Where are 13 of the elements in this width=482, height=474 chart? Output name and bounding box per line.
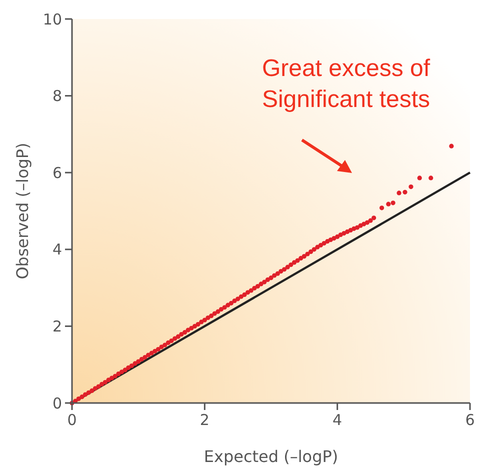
y-axis-title: Observed (–logP)	[13, 142, 32, 280]
y-tick-label: 10	[42, 10, 62, 28]
y-tick-label: 4	[52, 240, 62, 259]
x-tick-label: 2	[200, 411, 210, 429]
x-tick-label: 4	[332, 411, 342, 429]
x-tick-label: 0	[67, 411, 77, 429]
y-tick-label: 8	[52, 87, 62, 106]
y-tick-label: 0	[52, 394, 62, 412]
x-tick-label: 6	[465, 411, 475, 429]
y-tick-label: 2	[52, 317, 62, 336]
annotation: Great excess of Significant tests	[262, 55, 430, 113]
y-tick-label: 6	[52, 164, 62, 182]
x-axis-title: Expected (–logP)	[204, 447, 338, 466]
